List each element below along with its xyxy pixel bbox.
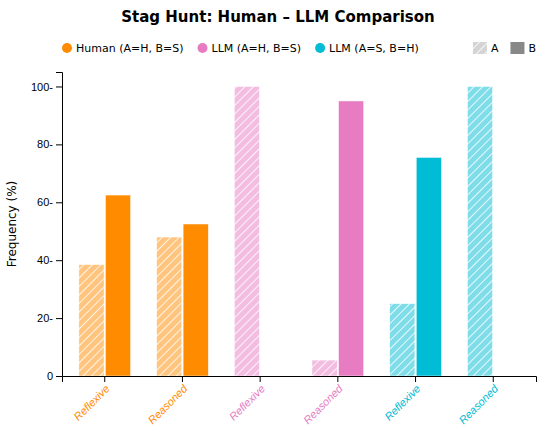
y-tick-mark bbox=[56, 260, 62, 261]
y-tick-label: 60- bbox=[37, 196, 53, 208]
bar bbox=[416, 157, 441, 376]
x-tick-label: Reflexive bbox=[227, 382, 267, 422]
bar bbox=[312, 360, 337, 376]
legend-item: LLM (A=S, B=H) bbox=[315, 42, 419, 55]
y-tick-label: 100- bbox=[31, 80, 53, 92]
y-tick: 80- bbox=[37, 138, 62, 150]
bar bbox=[105, 195, 130, 376]
x-tick-mark bbox=[415, 376, 416, 382]
y-tick: 60- bbox=[37, 196, 62, 208]
bar bbox=[261, 376, 286, 377]
y-axis-title: Frequency (%) bbox=[5, 181, 19, 268]
y-tick-mark bbox=[56, 144, 62, 145]
x-tick: Reflexive bbox=[382, 376, 422, 423]
y-axis-line bbox=[56, 73, 63, 377]
bar bbox=[494, 376, 519, 377]
x-axis: Reflexive Reasoned Reflexive Reasoned Reflex… bbox=[63, 376, 537, 426]
x-tick: Reasoned bbox=[145, 376, 190, 426]
bar bbox=[467, 86, 492, 376]
legend-item: LLM (A=H, B=S) bbox=[198, 42, 302, 55]
x-tick-mark bbox=[337, 376, 338, 382]
legend-swatch bbox=[62, 43, 72, 53]
legend-label: LLM (A=S, B=H) bbox=[329, 42, 419, 55]
x-tick-label: Reflexive bbox=[71, 382, 111, 422]
y-tick: 20- bbox=[37, 312, 62, 324]
legend-label: A bbox=[491, 42, 499, 55]
bar bbox=[79, 265, 104, 376]
x-tick: Reasoned bbox=[456, 376, 501, 426]
chart: Stag Hunt: Human – LLM Comparison 0 20- 40-… bbox=[0, 0, 556, 448]
legend: Human (A=H, B=S) LLM (A=H, B=S) LLM (A=S, … bbox=[62, 42, 536, 55]
x-tick-mark bbox=[182, 376, 183, 382]
x-tick: Reflexive bbox=[227, 376, 267, 423]
y-tick: 0 bbox=[47, 370, 62, 382]
x-tick-label: Reasoned bbox=[301, 382, 346, 427]
bars bbox=[79, 86, 493, 376]
x-tick: Reasoned bbox=[301, 376, 346, 426]
x-tick: Reflexive bbox=[71, 376, 111, 423]
legend-label: Human (A=H, B=S) bbox=[76, 42, 184, 55]
y-tick-mark bbox=[56, 86, 62, 87]
legend-item: A bbox=[473, 42, 499, 55]
legend-swatch bbox=[315, 43, 325, 53]
x-tick-label: Reflexive bbox=[382, 382, 422, 422]
legend-series: AB bbox=[473, 42, 536, 55]
y-axis: 0 20- 40- 60- 80- 100- bbox=[31, 73, 63, 383]
legend-swatch bbox=[473, 42, 487, 54]
x-tick-label: Reasoned bbox=[145, 382, 190, 427]
y-tick-label: 40- bbox=[37, 254, 53, 266]
legend-item: B bbox=[510, 42, 536, 55]
bar bbox=[390, 304, 415, 376]
bar bbox=[157, 237, 182, 376]
legend-label: LLM (A=H, B=S) bbox=[212, 42, 302, 55]
legend-label: B bbox=[528, 42, 536, 55]
bar bbox=[234, 86, 259, 376]
title: Stag Hunt: Human – LLM Comparison bbox=[121, 8, 434, 26]
legend-swatch bbox=[510, 42, 524, 54]
legend-item: Human (A=H, B=S) bbox=[62, 42, 184, 55]
y-tick: 100- bbox=[31, 80, 62, 92]
x-tick-label: Reasoned bbox=[456, 382, 501, 427]
x-tick-mark bbox=[104, 376, 105, 382]
y-tick-label: 80- bbox=[37, 138, 53, 150]
legend-swatch bbox=[198, 43, 208, 53]
y-tick-label: 20- bbox=[37, 312, 53, 324]
y-tick-label: 0 bbox=[47, 370, 53, 382]
y-tick-mark bbox=[56, 318, 62, 319]
x-tick-mark bbox=[493, 376, 494, 382]
bar bbox=[183, 224, 208, 376]
y-tick-mark bbox=[56, 202, 62, 203]
x-tick-mark bbox=[260, 376, 261, 382]
y-tick-mark bbox=[56, 376, 62, 377]
bar bbox=[339, 101, 364, 376]
y-tick: 40- bbox=[37, 254, 62, 266]
x-axis-line bbox=[63, 377, 537, 383]
